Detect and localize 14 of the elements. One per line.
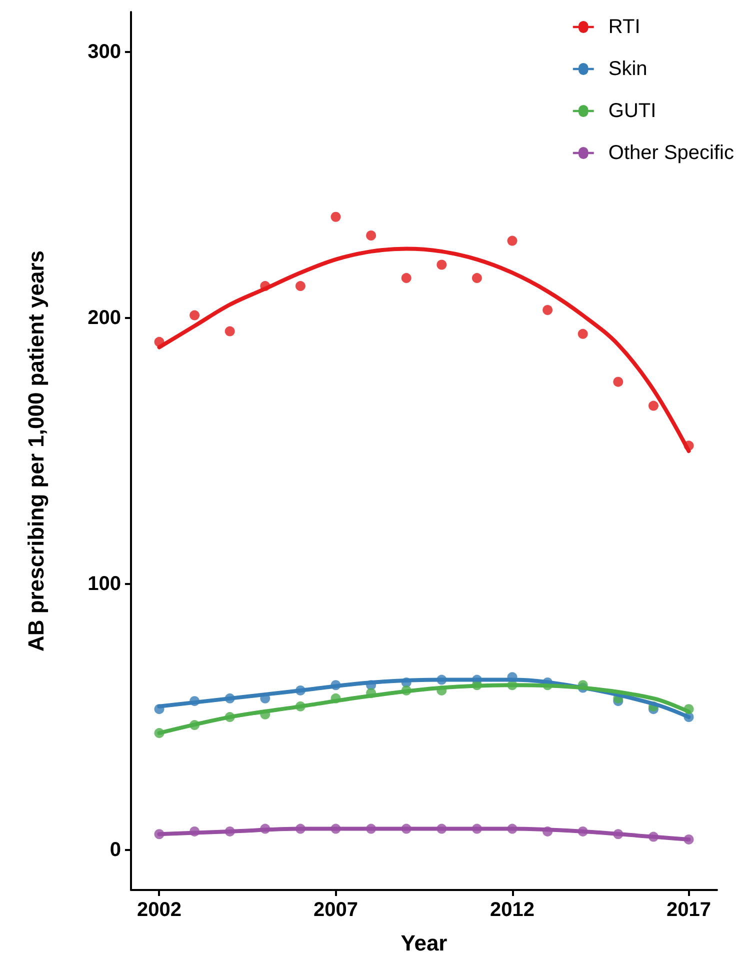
legend-label: Other Specific [608,142,734,164]
x-tick-label: 2012 [490,899,535,921]
x-tick-label: 2017 [666,899,712,921]
y-tick-label: 300 [88,40,121,63]
x-tick-label: 2002 [136,899,182,921]
legend-label: Skin [608,58,648,80]
y-tick-label: 200 [88,306,121,329]
x-axis-title: Year [400,930,448,956]
legend-label: RTI [608,16,640,38]
y-tick-label: 0 [110,839,121,862]
legend-label: GUTI [608,100,656,122]
y-tick-label: 100 [88,573,121,596]
x-tick-label: 2007 [313,899,358,921]
y-axis-title: AB prescribing per 1,000 patient years [24,250,48,652]
